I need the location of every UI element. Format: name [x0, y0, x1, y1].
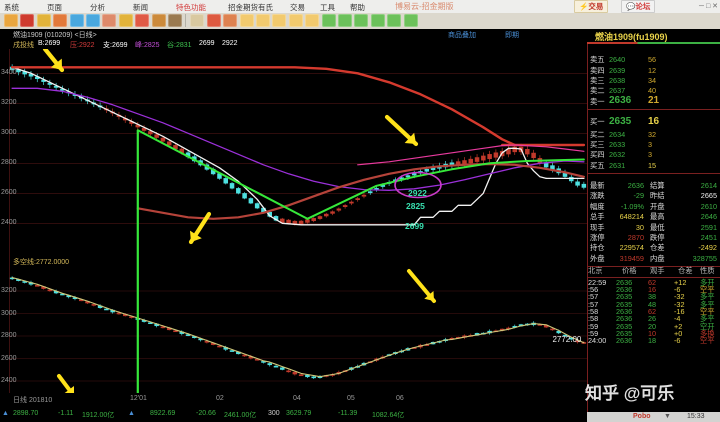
svg-text:2772.00: 2772.00	[552, 335, 581, 344]
svg-text:2825: 2825	[406, 201, 425, 211]
svg-text:2699: 2699	[405, 221, 424, 231]
